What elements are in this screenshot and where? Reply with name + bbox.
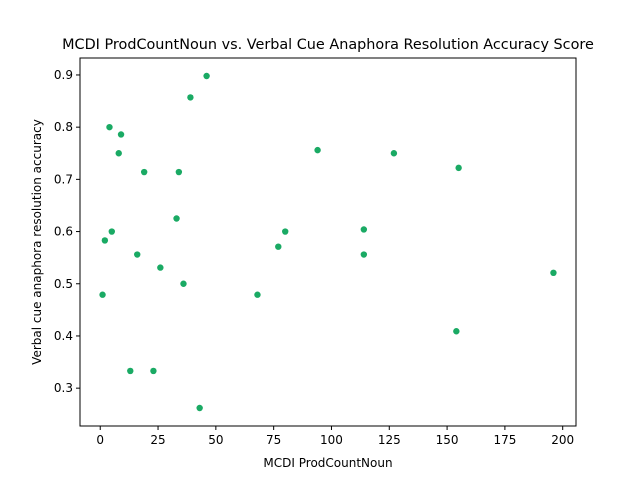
data-point-25 [453, 328, 460, 335]
data-point-5 [115, 150, 122, 157]
data-point-7 [127, 367, 134, 375]
data-point-4 [108, 228, 115, 235]
data-point-20 [282, 228, 289, 235]
data-point-16 [196, 404, 203, 412]
x-tick-label: 150 [436, 433, 459, 447]
data-point-13 [175, 168, 183, 176]
x-axis-label: MCDI ProdCountNoun [263, 456, 392, 470]
y-tick-label: 0.9 [54, 68, 73, 82]
y-tick-label: 0.4 [54, 329, 73, 343]
data-point-14 [180, 280, 187, 287]
x-axis-ticks: 0 25 50 75 100 125 150 175 200 [96, 426, 574, 447]
y-axis-ticks: 0.3 0.4 0.5 0.6 0.7 0.8 0.9 [54, 68, 80, 395]
data-point-1 [99, 291, 106, 298]
data-point-11 [157, 264, 164, 271]
points-layer [99, 72, 557, 412]
chart-title: MCDI ProdCountNoun vs. Verbal Cue Anapho… [62, 37, 594, 53]
x-tick-label: 175 [493, 433, 516, 447]
data-point-15 [187, 94, 194, 101]
data-point-23 [360, 251, 368, 258]
data-point-21 [314, 146, 321, 154]
x-tick-label: 25 [150, 433, 165, 447]
x-tick-label: 100 [320, 433, 343, 447]
y-axis-label: Verbal cue anaphora resolution accuracy [30, 119, 44, 365]
y-tick-label: 0.3 [54, 381, 73, 395]
y-tick-label: 0.5 [54, 277, 73, 291]
y-tick-label: 0.7 [54, 172, 73, 186]
data-point-6 [117, 131, 125, 138]
data-point-9 [140, 168, 148, 176]
data-point-24 [390, 150, 398, 157]
data-point-18 [254, 291, 261, 298]
data-point-17 [203, 72, 210, 80]
data-point-2 [101, 237, 109, 244]
x-tick-label: 200 [551, 433, 574, 447]
x-tick-label: 50 [208, 433, 223, 447]
data-point-8 [134, 251, 141, 258]
plot-area-frame [79, 57, 577, 427]
data-point-12 [173, 215, 180, 222]
x-tick-label: 125 [378, 433, 401, 447]
y-tick-label: 0.6 [54, 225, 73, 239]
data-point-26 [455, 164, 462, 172]
y-tick-label: 0.8 [54, 120, 73, 134]
x-tick-label: 75 [266, 433, 281, 447]
data-point-19 [275, 243, 282, 250]
data-point-3 [106, 123, 113, 131]
x-tick-label: 0 [96, 433, 104, 447]
data-point-22 [360, 226, 368, 233]
data-point-10 [150, 367, 157, 375]
data-point-27 [550, 269, 557, 276]
